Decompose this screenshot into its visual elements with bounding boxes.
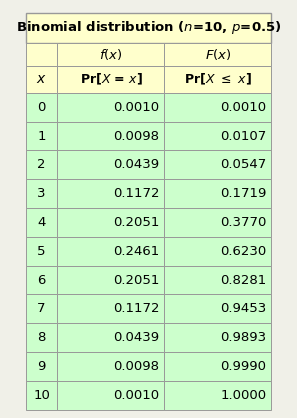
Bar xyxy=(58,352,165,381)
Text: 2: 2 xyxy=(37,158,46,171)
Bar xyxy=(58,237,165,265)
Text: 0.0098: 0.0098 xyxy=(113,360,159,373)
Bar xyxy=(26,93,58,122)
Text: 0.0010: 0.0010 xyxy=(113,101,159,114)
Text: 0.1172: 0.1172 xyxy=(113,187,159,200)
Text: 0.1172: 0.1172 xyxy=(113,302,159,315)
Bar xyxy=(26,352,58,381)
Text: 10: 10 xyxy=(33,389,50,402)
Bar xyxy=(165,150,271,179)
Bar xyxy=(26,265,58,294)
Bar xyxy=(26,381,58,410)
Text: 1.0000: 1.0000 xyxy=(220,389,266,402)
Bar xyxy=(58,122,165,150)
Text: 0.2051: 0.2051 xyxy=(113,273,159,286)
Bar xyxy=(58,93,165,122)
Text: 7: 7 xyxy=(37,302,46,315)
Bar xyxy=(165,237,271,265)
Bar xyxy=(58,381,165,410)
Text: 0.1719: 0.1719 xyxy=(220,187,266,200)
Text: 0.0010: 0.0010 xyxy=(220,101,266,114)
Bar xyxy=(165,294,271,323)
Bar xyxy=(26,43,58,66)
Bar xyxy=(26,237,58,265)
Text: Pr[$X$ $\leq$ $x$]: Pr[$X$ $\leq$ $x$] xyxy=(184,71,252,87)
Bar xyxy=(26,66,58,93)
Bar xyxy=(165,122,271,150)
Text: 0.9990: 0.9990 xyxy=(220,360,266,373)
Bar xyxy=(58,265,165,294)
Bar xyxy=(26,13,271,43)
Bar xyxy=(165,179,271,208)
Bar xyxy=(165,93,271,122)
Text: 0: 0 xyxy=(37,101,46,114)
Bar xyxy=(58,208,165,237)
Text: 0.2461: 0.2461 xyxy=(113,245,159,258)
Text: $F(x)$: $F(x)$ xyxy=(205,47,231,61)
Bar xyxy=(58,43,165,66)
Bar xyxy=(165,66,271,93)
Text: 0.0547: 0.0547 xyxy=(220,158,266,171)
Bar xyxy=(58,179,165,208)
Text: 3: 3 xyxy=(37,187,46,200)
Text: Binomial distribution ($n$=10, $p$=0.5): Binomial distribution ($n$=10, $p$=0.5) xyxy=(16,19,281,36)
Bar xyxy=(165,265,271,294)
Bar xyxy=(58,323,165,352)
Bar xyxy=(26,150,58,179)
Bar xyxy=(26,208,58,237)
Text: 5: 5 xyxy=(37,245,46,258)
Text: 0.9893: 0.9893 xyxy=(220,331,266,344)
Text: $f(x)$: $f(x)$ xyxy=(99,47,123,61)
Text: 0.0010: 0.0010 xyxy=(113,389,159,402)
Bar xyxy=(165,381,271,410)
Bar xyxy=(165,43,271,66)
Text: 0.0439: 0.0439 xyxy=(113,331,159,344)
Text: 6: 6 xyxy=(37,273,46,286)
Bar xyxy=(165,352,271,381)
Bar xyxy=(58,150,165,179)
Bar xyxy=(26,122,58,150)
Text: 4: 4 xyxy=(37,216,46,229)
Text: 0.8281: 0.8281 xyxy=(220,273,266,286)
Bar xyxy=(58,294,165,323)
Bar xyxy=(26,294,58,323)
Text: 1: 1 xyxy=(37,130,46,143)
Bar xyxy=(58,66,165,93)
Text: Pr[$X$ = $x$]: Pr[$X$ = $x$] xyxy=(80,71,143,87)
Bar xyxy=(26,179,58,208)
Text: 9: 9 xyxy=(37,360,46,373)
Text: 0.0107: 0.0107 xyxy=(220,130,266,143)
Text: $x$: $x$ xyxy=(36,72,47,86)
Bar xyxy=(165,323,271,352)
Text: 0.0098: 0.0098 xyxy=(113,130,159,143)
Text: 0.2051: 0.2051 xyxy=(113,216,159,229)
Text: 8: 8 xyxy=(37,331,46,344)
Text: 0.9453: 0.9453 xyxy=(220,302,266,315)
Bar xyxy=(26,323,58,352)
Bar xyxy=(165,208,271,237)
Text: 0.6230: 0.6230 xyxy=(220,245,266,258)
Text: 0.3770: 0.3770 xyxy=(220,216,266,229)
Text: 0.0439: 0.0439 xyxy=(113,158,159,171)
